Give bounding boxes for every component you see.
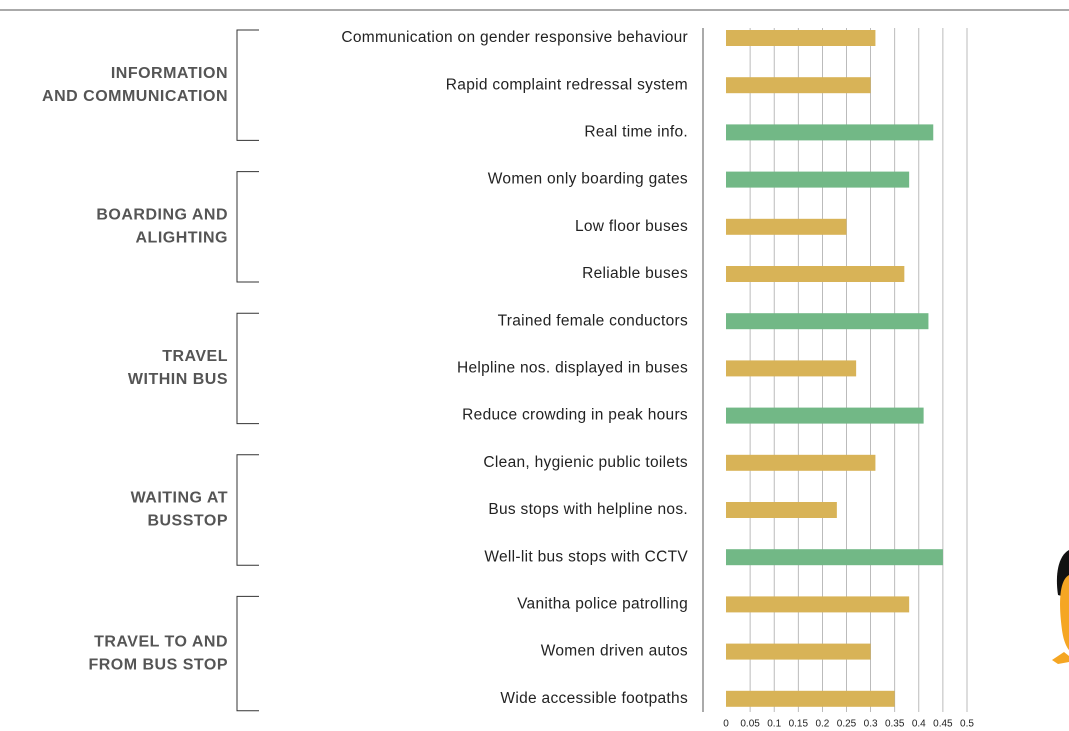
bar bbox=[726, 218, 847, 235]
bar bbox=[726, 690, 895, 707]
category-label: Clean, hygienic public toilets bbox=[483, 454, 688, 471]
group-label: TRAVEL TO AND bbox=[94, 633, 228, 650]
group-bracket bbox=[236, 454, 259, 566]
group-label: WITHIN BUS bbox=[128, 371, 228, 388]
bar bbox=[726, 596, 910, 613]
x-tick-label: 0.05 bbox=[740, 719, 760, 730]
group-label: TRAVEL bbox=[162, 348, 228, 365]
group-label: BOARDING AND bbox=[96, 207, 228, 224]
bar bbox=[726, 360, 857, 377]
bar bbox=[726, 454, 876, 471]
x-tick-label: 0.3 bbox=[864, 719, 878, 730]
x-tick-label: 0.4 bbox=[912, 719, 926, 730]
x-tick-label: 0.25 bbox=[837, 719, 857, 730]
mascot bbox=[1052, 550, 1069, 664]
bar bbox=[726, 502, 837, 518]
group-bracket bbox=[236, 312, 259, 425]
group-label: ALIGHTING bbox=[136, 230, 229, 247]
x-tick-label: 0.35 bbox=[885, 719, 905, 730]
group-bracket bbox=[236, 595, 259, 712]
group-bracket bbox=[236, 29, 259, 141]
x-tick-label: 0.15 bbox=[789, 719, 809, 730]
category-label: Well-lit bus stops with CCTV bbox=[484, 548, 688, 565]
x-tick-label: 0.45 bbox=[933, 719, 953, 730]
group-label: AND COMMUNICATION bbox=[42, 88, 228, 105]
category-label: Rapid complaint redressal system bbox=[446, 76, 688, 93]
category-label: Communication on gender responsive behav… bbox=[341, 29, 688, 46]
bar bbox=[726, 124, 934, 141]
category-label: Real time info. bbox=[584, 123, 688, 140]
category-label: Vanitha police patrolling bbox=[517, 595, 688, 612]
group-label: WAITING AT bbox=[131, 490, 228, 507]
category-label: Bus stops with helpline nos. bbox=[488, 501, 688, 518]
category-label: Low floor buses bbox=[575, 218, 688, 235]
bar bbox=[726, 171, 910, 188]
bar bbox=[726, 643, 871, 660]
category-label: Trained female conductors bbox=[498, 312, 688, 329]
category-label: Reliable buses bbox=[582, 265, 688, 282]
category-label: Reduce crowding in peak hours bbox=[462, 407, 688, 424]
bar bbox=[726, 313, 929, 330]
bar bbox=[726, 30, 876, 46]
bar bbox=[726, 77, 871, 94]
x-tick-label: 0 bbox=[723, 719, 729, 730]
x-tick-label: 0.1 bbox=[767, 719, 781, 730]
x-tick-label: 0.2 bbox=[815, 719, 829, 730]
category-label: Wide accessible footpaths bbox=[500, 690, 688, 707]
category-label: Helpline nos. displayed in buses bbox=[457, 359, 688, 376]
bar bbox=[726, 266, 905, 282]
category-label: Women driven autos bbox=[541, 643, 688, 660]
group-label: FROM BUS STOP bbox=[88, 656, 228, 673]
group-label: INFORMATION bbox=[111, 65, 228, 82]
category-label: Women only boarding gates bbox=[488, 171, 688, 188]
group-label: BUSSTOP bbox=[147, 513, 228, 530]
x-tick-label: 0.5 bbox=[960, 719, 974, 730]
bar bbox=[726, 407, 924, 424]
bar bbox=[726, 549, 943, 566]
group-bracket bbox=[236, 171, 259, 283]
